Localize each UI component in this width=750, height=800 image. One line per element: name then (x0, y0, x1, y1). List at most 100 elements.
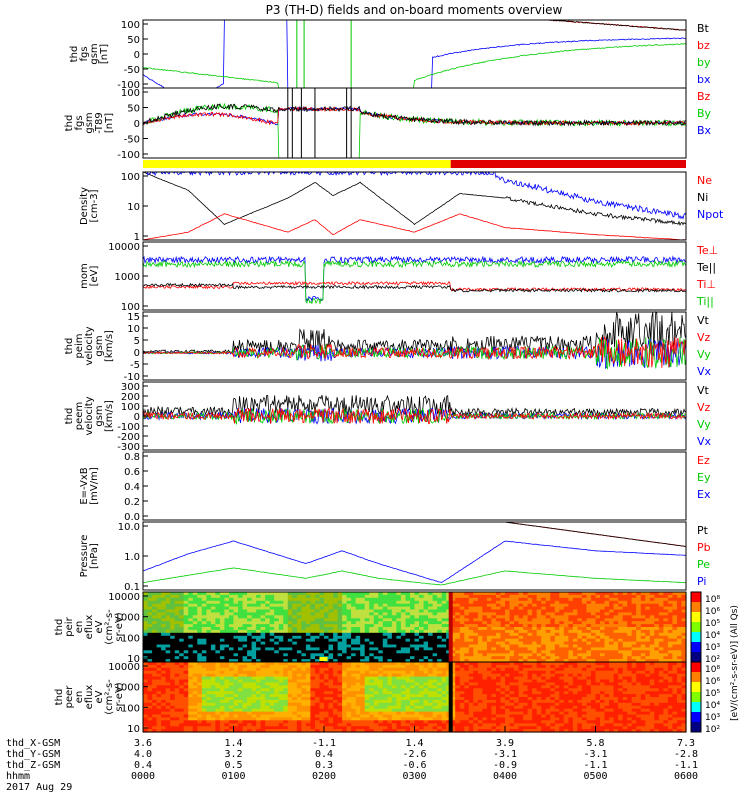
ytick-label: 0.1 (124, 582, 140, 593)
xtick-label: 1.4 (224, 738, 242, 749)
ylabel-pressure-0: Pressure (79, 535, 90, 578)
ytick-label: 0.6 (124, 467, 140, 478)
legend-temp-3: Ti|| (696, 295, 714, 308)
legend-peem-2: Vy (697, 418, 711, 431)
panel-frame-temp (142, 241, 687, 311)
legend-efield-1: Ey (697, 471, 711, 484)
ytick-label: -50 (124, 135, 140, 146)
ylabel-temp-0: mom (79, 263, 90, 289)
ytick-label: 0.0 (124, 512, 140, 523)
legend-peim-3: Vx (697, 365, 712, 378)
ylabel-efield-0: E=-VxB (79, 467, 90, 504)
pressure-pb (142, 521, 687, 547)
ytick-label: 15 (127, 312, 140, 323)
ylabel-peim-4: [km/s] (104, 330, 115, 362)
legend-pressure-1: Pb (697, 541, 711, 554)
ylabel-peir-6: sr-eV) (114, 612, 125, 641)
legend-pressure-2: Pe (697, 558, 710, 571)
panel-frame-density (142, 171, 687, 241)
panel-frame-pressure (142, 521, 687, 591)
ytick-label: 10000 (108, 662, 140, 673)
pressure-pe (143, 567, 687, 586)
legend-fgs_minus-1: By (697, 107, 712, 120)
ylabel-peir-5: (cm²-s- (104, 609, 115, 645)
pressure-pt (143, 521, 686, 547)
peer-gap-bar (448, 662, 453, 732)
fgs-t89-3 (142, 103, 687, 127)
ylabel-peir-2: en (74, 621, 85, 634)
ytick-label: 0 (134, 119, 140, 130)
ytick-label: 0 (134, 348, 140, 359)
ylabel-peim-0: thd (64, 338, 75, 355)
ylabel-temp-1: [eV] (89, 266, 100, 287)
legend-temp-1: Te|| (696, 261, 716, 274)
ytick-label: 10 (127, 724, 140, 735)
colorbar-tick: 10⁵ (705, 689, 720, 699)
legend-temp-2: Ti⊥ (696, 278, 716, 291)
ylabel-fgs-2: gsm (89, 43, 100, 64)
peem-v-3 (142, 407, 687, 425)
legend-fgs-2: by (697, 56, 711, 69)
colorbar-tick: 10⁸ (705, 665, 720, 675)
peer-spectrogram (143, 662, 687, 733)
xtick-label: 0.4 (134, 760, 152, 771)
legend-peim-2: Vy (697, 348, 711, 361)
colorbar-frame-1 (690, 661, 702, 733)
xtick-label: 0600 (674, 771, 698, 782)
temp-te-par (142, 282, 687, 293)
xtick-label: 3.6 (134, 738, 152, 749)
xtick-label: -1.1 (583, 760, 607, 771)
legend-density-2: Npot (697, 208, 724, 221)
ylabel-peem-4: [km/s] (104, 400, 115, 432)
ytick-label: 0.8 (124, 452, 140, 463)
ytick-label: 1.0 (124, 552, 140, 563)
xtick-label: 0.3 (315, 760, 333, 771)
peir-spectrogram (143, 592, 687, 663)
ytick-label: 100 (121, 20, 140, 31)
xtick-label: 1.4 (405, 738, 423, 749)
legend-pressure-3: Pi (697, 575, 706, 588)
ylabel-peer-1: peer (64, 685, 75, 709)
density-ne (142, 213, 686, 241)
legend-fgs_minus-0: Bz (697, 90, 711, 103)
ytick-label: 100 (121, 88, 140, 99)
panel-frame-peim (142, 311, 687, 381)
xtick-label: -3.1 (583, 749, 607, 760)
ytick-label: -100 (117, 150, 140, 161)
legend-fgs-0: Bt (697, 22, 710, 35)
pressure-pi (142, 540, 687, 583)
ytick-label: 50 (127, 35, 140, 46)
mode-bar-yellow (143, 160, 451, 168)
ylabel-peir-3: eflux (84, 615, 95, 640)
colorbar-tick: 10⁶ (705, 677, 720, 687)
page-title: P3 (TH-D) fields and on-board moments ov… (266, 3, 563, 17)
ylabel-efield-1: [mV/m] (89, 467, 100, 505)
legend-fgs-1: bz (697, 39, 710, 52)
ylabel-peer-3: eflux (84, 685, 95, 710)
ylabel-fgs-0: thd (69, 46, 80, 63)
xaxis-row-label-1: thd_Y-GSM (6, 749, 60, 760)
xtick-label: 4.0 (134, 749, 152, 760)
ytick-label: -300 (117, 442, 140, 453)
ytick-label: -5 (130, 360, 140, 371)
legend-pressure-0: Pt (697, 524, 709, 537)
xtick-label: -0.6 (402, 760, 426, 771)
xtick-label: 0000 (131, 771, 155, 782)
colorbar-0 (691, 592, 701, 663)
ytick-label: 10 (127, 202, 140, 213)
mode-bar-red (450, 160, 686, 168)
ytick-label: -10 (124, 372, 140, 383)
ytick-label: 10000 (108, 592, 140, 603)
ylabel-peer-6: sr-eV) (114, 682, 125, 711)
legend-density-0: Ne (697, 174, 712, 187)
ytick-label: 100 (121, 402, 140, 413)
colorbar-tick: 10³ (705, 643, 720, 653)
colorbar-tick: 10⁵ (705, 619, 720, 629)
xtick-label: 0100 (221, 771, 245, 782)
ylabel-peem-0: thd (64, 408, 75, 425)
ytick-label: 1000 (115, 613, 140, 624)
legend-efield-0: Ez (697, 454, 710, 467)
xtick-label: 0.5 (224, 760, 242, 771)
xtick-label: -3.1 (493, 749, 517, 760)
